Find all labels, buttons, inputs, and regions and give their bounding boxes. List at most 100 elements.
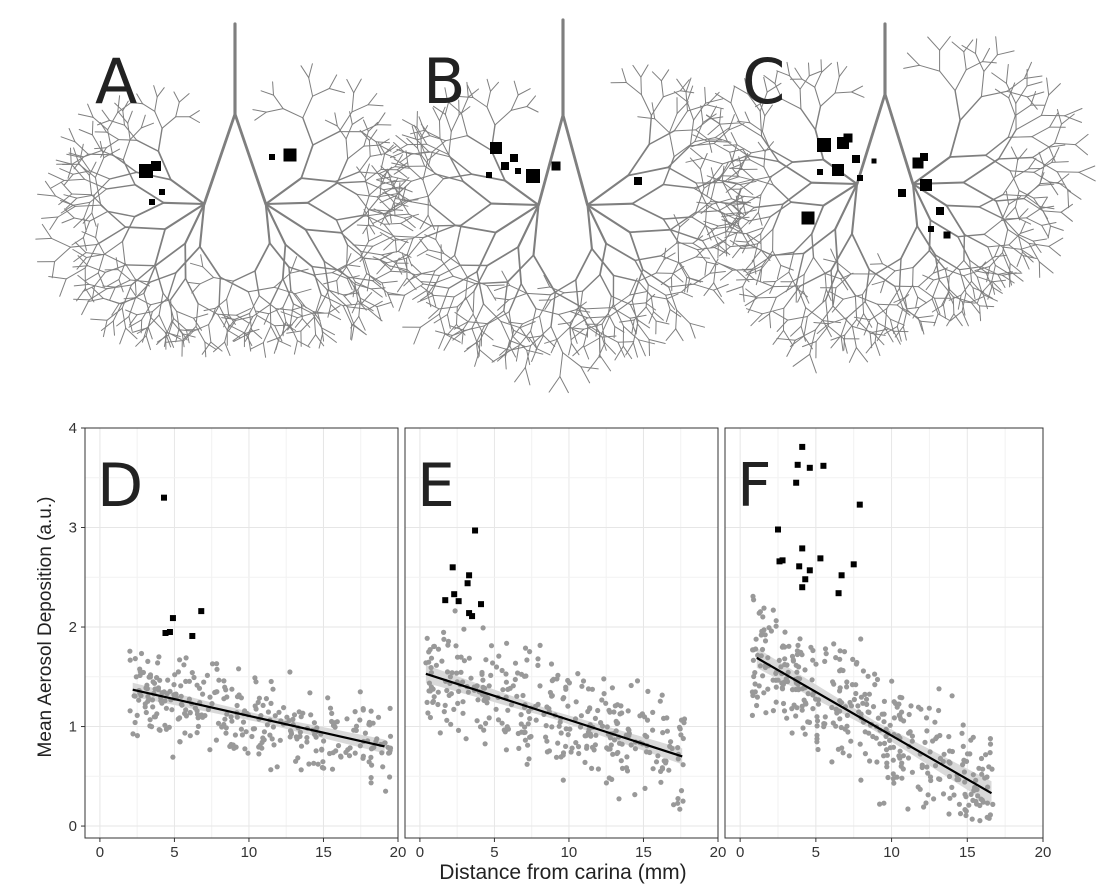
data-point <box>427 714 433 721</box>
airway-branch <box>965 292 980 307</box>
airway-branch <box>112 303 123 322</box>
data-point <box>504 724 510 730</box>
data-point <box>625 726 631 732</box>
data-point <box>877 741 883 747</box>
data-point <box>460 699 466 705</box>
airway-branch <box>232 270 256 282</box>
airway-branch <box>530 325 552 347</box>
airway-branch <box>814 71 822 88</box>
fit-line <box>756 656 993 795</box>
airway-branch <box>642 268 670 288</box>
data-point <box>790 657 796 663</box>
data-point <box>444 669 451 675</box>
airway-branch <box>397 250 412 258</box>
airway-branch <box>345 264 361 267</box>
x-tick-label: 5 <box>170 844 178 861</box>
airway-branch <box>487 311 510 325</box>
airway-branch <box>825 299 829 327</box>
tree-letter-c: C <box>742 45 785 118</box>
airway-branch <box>678 261 688 278</box>
airway-branch <box>718 210 736 220</box>
airway-branch <box>738 209 757 215</box>
airway-branch <box>497 299 510 311</box>
airway-branch <box>962 181 997 202</box>
airway-branch <box>1009 263 1022 273</box>
airway-branch <box>579 290 584 312</box>
x-tick-label: 0 <box>416 844 424 861</box>
airway-branch <box>969 259 987 273</box>
highlight-point <box>799 545 806 552</box>
data-point <box>609 776 615 783</box>
data-point <box>347 745 353 751</box>
airway-branch <box>285 321 294 332</box>
airway-branch <box>801 78 816 88</box>
airway-branch <box>717 262 734 271</box>
data-point <box>789 687 796 693</box>
data-point <box>256 695 262 701</box>
airway-branch <box>1056 171 1080 173</box>
airway-branch <box>379 195 397 204</box>
airway-branch <box>722 180 738 184</box>
deposition-marker <box>912 157 924 169</box>
airway-branch <box>645 293 656 304</box>
airway-branch <box>1002 176 1016 196</box>
airway-branch <box>364 168 382 183</box>
airway-branch <box>648 339 666 344</box>
airway-branch <box>920 320 925 335</box>
data-point <box>661 758 667 764</box>
airway-branch <box>539 315 544 336</box>
data-point <box>810 706 816 712</box>
data-point <box>428 655 435 661</box>
airway-branch <box>313 316 317 336</box>
data-point <box>650 709 656 716</box>
airway-branch <box>559 376 569 394</box>
data-point <box>680 735 686 742</box>
data-point <box>956 801 963 807</box>
data-point <box>650 727 656 733</box>
data-point <box>616 740 623 746</box>
data-point <box>762 664 769 671</box>
airway-branch <box>419 238 429 251</box>
data-point <box>599 723 606 729</box>
data-point <box>784 715 790 721</box>
highlight-point <box>802 576 809 583</box>
data-point <box>908 703 914 709</box>
airway-branch <box>874 322 879 343</box>
airway-branch <box>880 280 885 294</box>
data-point <box>789 706 795 712</box>
airway-branch <box>744 111 751 124</box>
airway-branch <box>669 309 682 318</box>
airway-branch <box>284 243 313 268</box>
data-point <box>431 643 437 650</box>
airway-branch <box>1018 190 1034 199</box>
airway-branch <box>1025 195 1041 208</box>
data-point <box>750 647 756 653</box>
airway-branch <box>483 310 505 327</box>
airway-branch <box>101 109 111 121</box>
airway-branch <box>772 329 784 345</box>
airway-branch <box>408 273 423 281</box>
airway-branch <box>693 187 716 202</box>
data-point <box>837 656 843 662</box>
airway-branch <box>719 246 731 257</box>
airway-branch <box>836 61 840 78</box>
airway-branch <box>1020 248 1035 259</box>
airway-branch <box>363 119 369 132</box>
airway-branch <box>465 296 474 312</box>
airway-branch <box>413 326 421 345</box>
data-point <box>949 784 955 791</box>
airway-branch <box>761 307 785 315</box>
airway-branch <box>486 90 491 108</box>
airway-branch <box>665 328 677 341</box>
data-point <box>595 707 601 714</box>
airway-branch <box>1020 244 1037 250</box>
airway-branch <box>106 284 132 290</box>
airway-branch <box>1010 146 1019 161</box>
airway-branch <box>312 88 330 97</box>
data-point <box>461 626 467 632</box>
data-point <box>537 642 543 649</box>
airway-branch <box>976 291 983 304</box>
data-point <box>789 730 795 736</box>
airway-branch <box>1025 184 1040 197</box>
airway-branch <box>665 294 671 311</box>
